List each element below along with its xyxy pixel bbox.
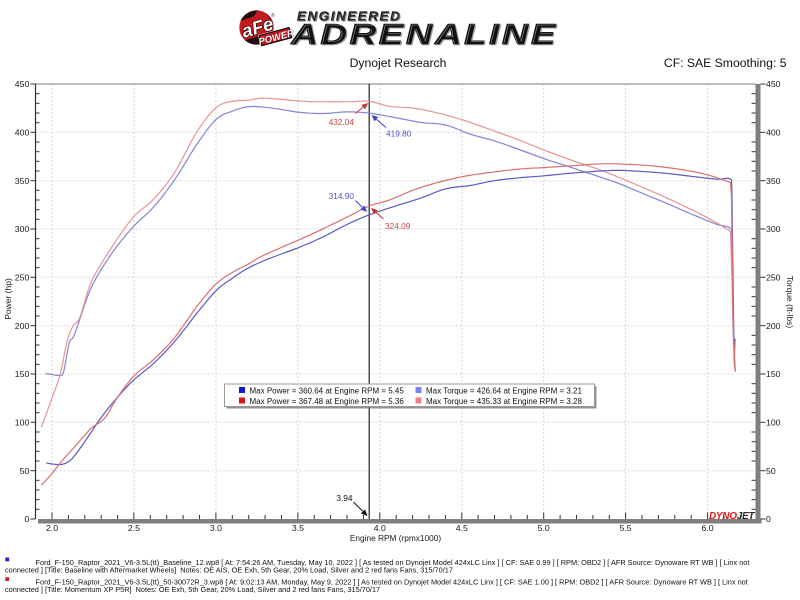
svg-text:DYNOJET: DYNOJET (709, 511, 755, 522)
svg-text:5.5: 5.5 (620, 523, 632, 533)
svg-text:419.80: 419.80 (386, 129, 412, 139)
svg-text:Max Torque = 435.33 at Engine: Max Torque = 435.33 at Engine RPM = 3.28 (426, 397, 583, 406)
svg-text:Max Power = 367.48 at Engine R: Max Power = 367.48 at Engine RPM = 5.36 (250, 397, 405, 406)
svg-text:4.5: 4.5 (456, 523, 468, 533)
svg-text:0: 0 (24, 514, 29, 524)
svg-text:50: 50 (766, 466, 776, 476)
svg-text:Engine RPM (rpmx1000): Engine RPM (rpmx1000) (350, 533, 442, 543)
svg-text:200: 200 (766, 321, 781, 331)
svg-text:Ford_F-150_Raptor_2021_V6-3.5L: Ford_F-150_Raptor_2021_V6-3.5L(tt)_Basel… (36, 558, 750, 567)
svg-text:3.94: 3.94 (336, 493, 353, 503)
svg-text:5.0: 5.0 (538, 523, 550, 533)
svg-text:2.0: 2.0 (46, 523, 58, 533)
svg-text:432.04: 432.04 (329, 117, 355, 127)
svg-text:Max Torque = 426.64 at Engine: Max Torque = 426.64 at Engine RPM = 3.21 (426, 387, 583, 396)
svg-text:6.0: 6.0 (702, 523, 714, 533)
svg-text:3.5: 3.5 (292, 523, 304, 533)
svg-text:450: 450 (766, 79, 781, 89)
svg-text:0: 0 (766, 514, 771, 524)
svg-text:400: 400 (15, 127, 30, 137)
svg-text:Torque (ft-lbs): Torque (ft-lbs) (785, 276, 795, 329)
svg-text:150: 150 (15, 369, 30, 379)
svg-text:connected ] [Title: Baseline w: connected ] [Title: Baseline with Afterm… (5, 565, 453, 574)
svg-text:Dynojet Research: Dynojet Research (350, 56, 447, 70)
svg-text:300: 300 (15, 224, 30, 234)
svg-text:300: 300 (766, 224, 781, 234)
svg-text:350: 350 (15, 176, 30, 186)
svg-text:ENGINEERED: ENGINEERED (297, 9, 401, 23)
svg-text:150: 150 (766, 369, 781, 379)
svg-text:®: ® (271, 12, 275, 19)
svg-text:250: 250 (15, 272, 30, 282)
svg-text:CF: SAE Smoothing: 5: CF: SAE Smoothing: 5 (664, 56, 787, 70)
svg-text:250: 250 (766, 272, 781, 282)
svg-text:4.0: 4.0 (374, 523, 386, 533)
svg-text:324.09: 324.09 (385, 221, 411, 231)
svg-text:450: 450 (15, 79, 30, 89)
svg-text:100: 100 (15, 417, 30, 427)
svg-text:3.0: 3.0 (210, 523, 222, 533)
svg-text:200: 200 (15, 321, 30, 331)
svg-text:2.5: 2.5 (128, 523, 140, 533)
svg-text:Max Power = 360.64 at Engine R: Max Power = 360.64 at Engine RPM = 5.45 (250, 387, 405, 396)
svg-text:Ford_F-150_Raptor_2021_V6-3.5L: Ford_F-150_Raptor_2021_V6-3.5L(tt)_50-30… (36, 577, 748, 586)
svg-text:50: 50 (20, 466, 30, 476)
svg-text:400: 400 (766, 127, 781, 137)
svg-text:connected ] [Title: Momentum X: connected ] [Title: Momentum XP P5R] Not… (5, 585, 380, 594)
svg-text:100: 100 (766, 417, 781, 427)
svg-text:350: 350 (766, 176, 781, 186)
svg-text:314.90: 314.90 (329, 191, 355, 201)
svg-text:ADRENALINE: ADRENALINE (290, 19, 558, 51)
svg-text:Power (hp): Power (hp) (3, 278, 13, 320)
